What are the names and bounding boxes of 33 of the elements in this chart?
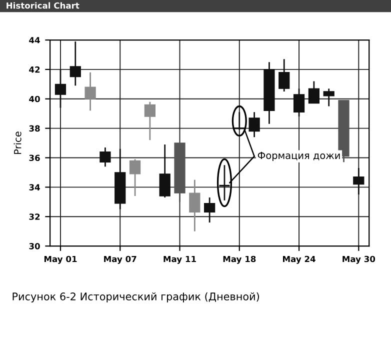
x-tick-label: May 24 [283,256,316,264]
y-tick-label: 40 [29,96,40,102]
candlestick [54,68,66,108]
candlestick [278,58,290,92]
y-tick-label: 36 [29,154,40,162]
candlestick [100,146,111,168]
x-tick-label: May 07 [104,256,136,264]
candlestick [144,101,156,141]
y-axis-title: Price [14,132,22,154]
candlestick [70,40,81,86]
candlestick [248,111,260,138]
x-tick-label: May 01 [44,256,77,264]
candlestick [308,80,320,104]
candlestick [84,72,96,112]
x-tick-label: May 30 [342,256,376,264]
candlestick [293,88,305,118]
y-tick-label: 34 [29,184,40,190]
y-tick-label: 42 [29,66,40,73]
candlestick [353,167,364,196]
y-tick-label: 38 [29,125,40,132]
candlestick [204,196,216,224]
candlestick [159,144,170,198]
y-tick-label: 44 [29,37,40,44]
chart-title: Historical Chart [6,2,80,9]
y-tick-label: 32 [29,214,40,220]
y-tick-label: 30 [29,243,40,250]
x-tick-label: May 18 [223,256,256,264]
annotation: Формация дожи [258,152,340,161]
candlestick [189,179,200,232]
candlestick [129,158,141,197]
x-tick-label: May 11 [164,256,196,264]
candlestick [323,88,334,107]
text: Рисунок 6-2 Исторический график (Дневной) [12,292,259,302]
